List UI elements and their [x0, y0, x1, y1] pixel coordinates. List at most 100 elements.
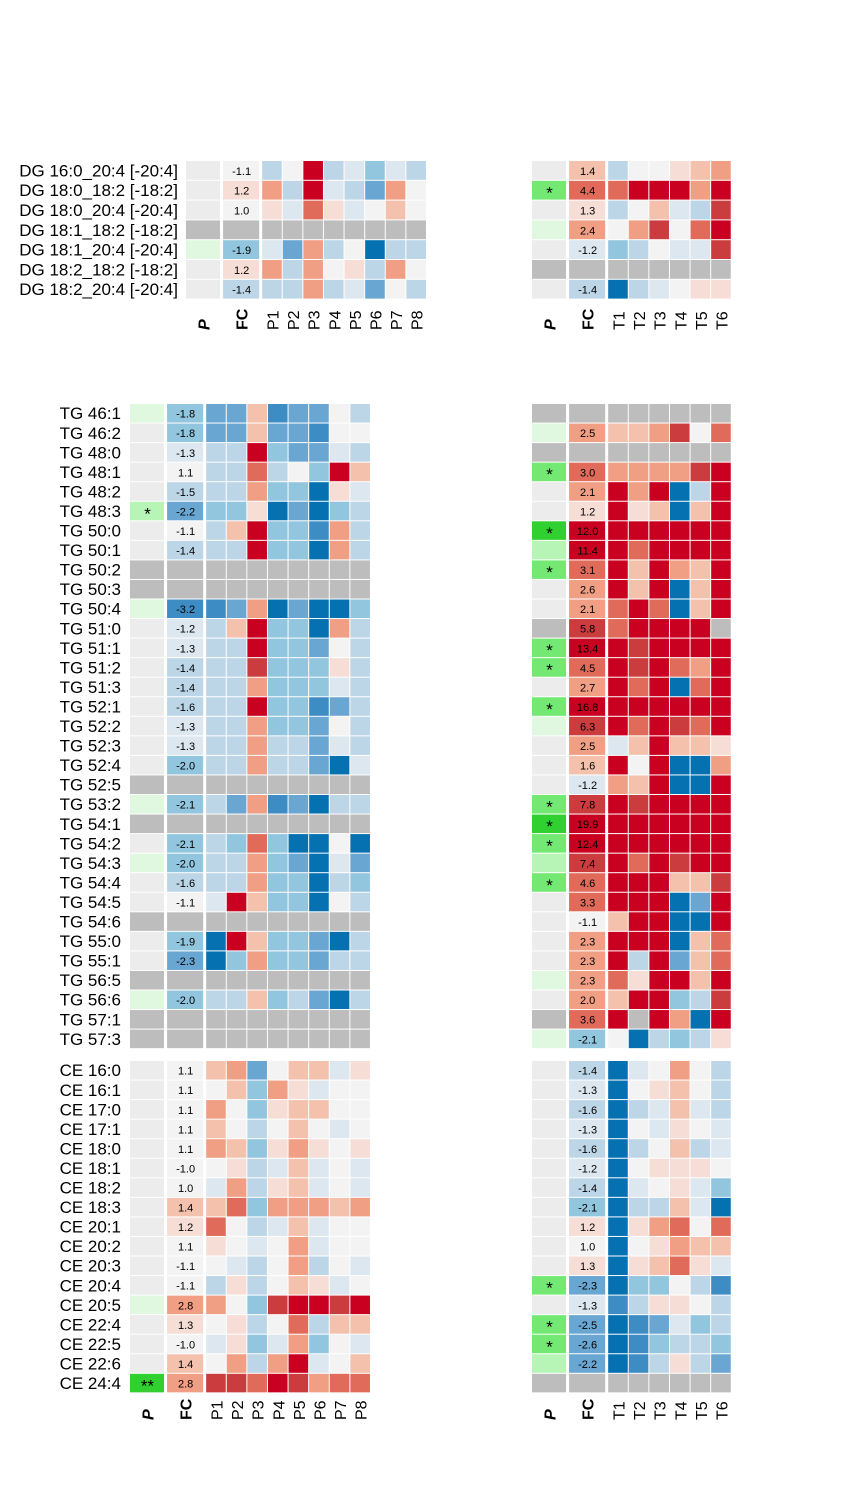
heat-cell	[690, 1100, 711, 1119]
row-label: TG 54:3	[60, 854, 121, 873]
heat-cell	[690, 853, 711, 873]
heat-cell	[628, 501, 649, 521]
heat-cell	[608, 1197, 628, 1217]
heat-cell	[288, 1100, 309, 1119]
heat-cell	[608, 1373, 628, 1393]
heat-cell	[247, 482, 267, 501]
row-label: TG 56:5	[60, 971, 121, 990]
p-cell	[532, 560, 567, 579]
heat-cell	[628, 1080, 649, 1100]
heat-cell	[669, 180, 690, 200]
p-cell	[130, 795, 165, 814]
heat-cell	[350, 1100, 370, 1119]
fc-cell	[569, 697, 606, 716]
heat-cell	[309, 951, 329, 970]
heat-cell	[628, 970, 649, 990]
fc-cell	[167, 501, 204, 521]
heat-cell	[608, 200, 628, 220]
heat-cell	[247, 1061, 267, 1080]
fc-cell	[569, 619, 606, 638]
heat-cell	[608, 1236, 628, 1256]
heat-cell	[226, 404, 247, 423]
fc-cell	[569, 462, 606, 482]
fc-cell	[569, 1100, 606, 1119]
heat-cell	[365, 279, 385, 299]
row-label: CE 20:1	[60, 1218, 121, 1237]
fc-cell	[167, 540, 204, 560]
fc-cell	[569, 1010, 606, 1029]
heat-cell	[711, 443, 731, 462]
heat-cell	[288, 775, 309, 794]
column-label: T5	[694, 311, 711, 330]
heat-cell	[329, 716, 350, 736]
heat-cell	[711, 1178, 731, 1197]
heat-cell	[350, 912, 370, 931]
heat-cell	[711, 1010, 731, 1029]
heat-cell	[288, 1178, 309, 1197]
heat-cell	[267, 1217, 288, 1236]
heat-cell	[282, 200, 303, 220]
heat-cell	[344, 200, 365, 220]
heat-cell	[608, 220, 628, 240]
heat-cell	[329, 1197, 350, 1217]
heat-cell	[608, 1354, 628, 1373]
heat-cell	[649, 443, 669, 462]
heat-cell	[262, 220, 282, 240]
heat-cell	[690, 180, 711, 200]
row-label: TG 57:1	[60, 1010, 121, 1029]
column-label: P	[543, 1409, 560, 1420]
p-cell	[130, 1100, 165, 1119]
heat-cell	[608, 1119, 628, 1139]
fc-cell	[167, 658, 204, 677]
heat-cell	[608, 579, 628, 599]
heat-cell	[206, 482, 226, 501]
heat-cell	[365, 220, 385, 240]
heat-cell	[711, 240, 731, 259]
heat-cell	[267, 697, 288, 716]
heat-cell	[247, 697, 267, 716]
heat-cell	[288, 404, 309, 423]
heat-cell	[608, 951, 628, 970]
heat-cell	[711, 599, 731, 619]
heat-cell	[649, 599, 669, 619]
heat-cell	[628, 1295, 649, 1315]
heat-cell	[628, 579, 649, 599]
heat-cell	[385, 180, 406, 200]
row-label: CE 24:4	[60, 1374, 121, 1393]
heat-cell	[309, 521, 329, 540]
column-label: P2	[230, 1400, 247, 1420]
p-cell	[532, 599, 567, 619]
p-cell	[130, 482, 165, 501]
heat-cell	[669, 1315, 690, 1334]
heat-cell	[350, 423, 370, 443]
heat-cell	[247, 501, 267, 521]
heat-cell	[226, 1373, 247, 1393]
column-label: P	[543, 319, 560, 330]
heat-cell	[690, 260, 711, 279]
heat-cell	[288, 1119, 309, 1139]
row-label: TG 50:0	[60, 522, 121, 541]
heat-cell	[206, 1217, 226, 1236]
heat-cell	[649, 1334, 669, 1354]
heat-cell	[206, 599, 226, 619]
heat-cell	[649, 814, 669, 834]
fc-value: -1.1	[176, 897, 195, 909]
p-cell	[532, 1236, 567, 1256]
heat-cell	[288, 619, 309, 638]
heat-cell	[288, 1010, 309, 1029]
heat-cell	[329, 795, 350, 814]
heat-cell	[206, 795, 226, 814]
fc-value: 1.1	[178, 1242, 193, 1254]
heat-cell	[247, 795, 267, 814]
heat-cell	[649, 540, 669, 560]
fc-cell	[167, 404, 204, 423]
heat-cell	[649, 951, 669, 970]
fc-value: -2.2	[176, 506, 195, 518]
heat-cell	[365, 240, 385, 259]
heat-cell	[649, 1100, 669, 1119]
heat-cell	[267, 795, 288, 814]
heat-cell	[669, 1373, 690, 1393]
fc-value: 7.4	[580, 858, 595, 870]
heat-cell	[247, 599, 267, 619]
heat-cell	[669, 560, 690, 579]
